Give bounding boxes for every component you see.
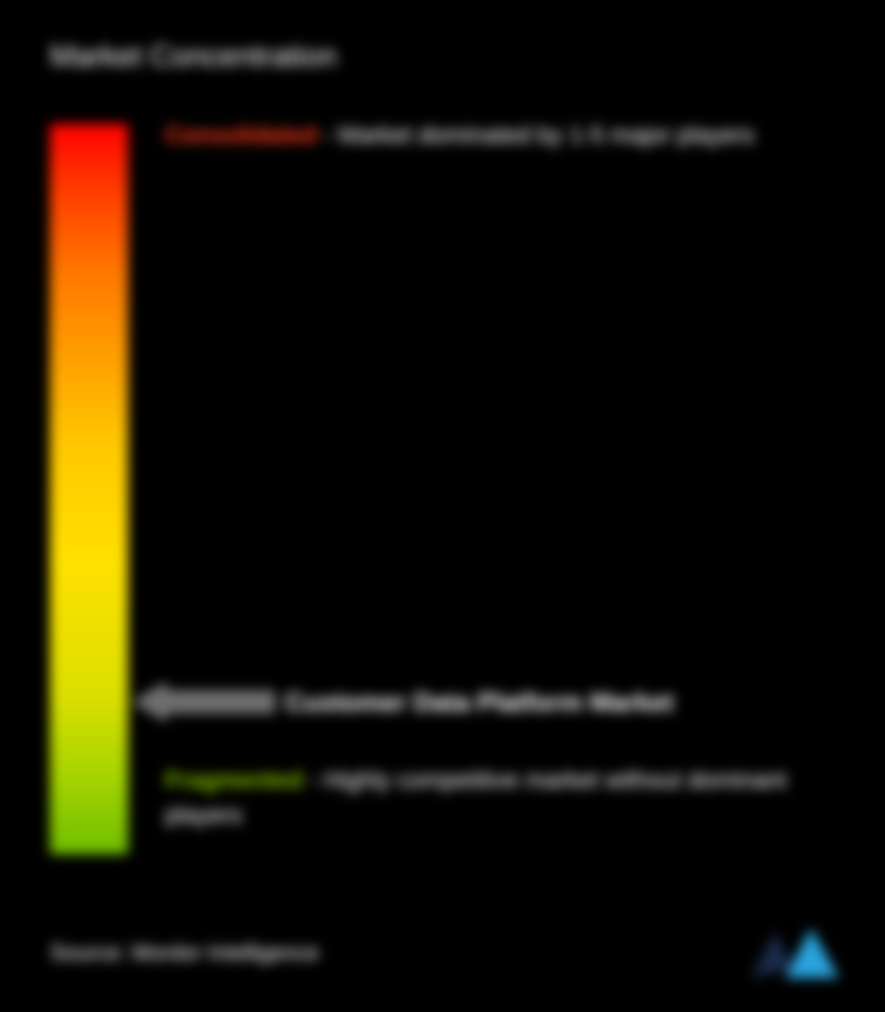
consolidated-label-block: Consolidated - Market dominated by 1-5 m… [165, 119, 825, 154]
consolidated-term: Consolidated [165, 122, 317, 149]
consolidated-desc: - Market dominated by 1-5 major players [317, 122, 755, 149]
brand-logo-icon [745, 924, 845, 982]
infographic-container: Market Concentration Consolidated - Mark… [0, 0, 885, 1012]
concentration-gradient-bar [50, 124, 128, 854]
fragmented-label-block: Fragmented - Highly competitive market w… [165, 764, 825, 834]
source-text: Source: Mordor Intelligence [50, 940, 319, 966]
footer: Source: Mordor Intelligence [50, 924, 845, 982]
fragmented-term: Fragmented [165, 767, 302, 794]
chart-area: Consolidated - Market dominated by 1-5 m… [50, 124, 835, 884]
chart-title: Market Concentration [50, 40, 835, 74]
pointer-row: Customer Data Platform Market [135, 682, 674, 722]
market-name-label: Customer Data Platform Market [285, 687, 674, 718]
pointer-arrow-icon [135, 682, 275, 722]
